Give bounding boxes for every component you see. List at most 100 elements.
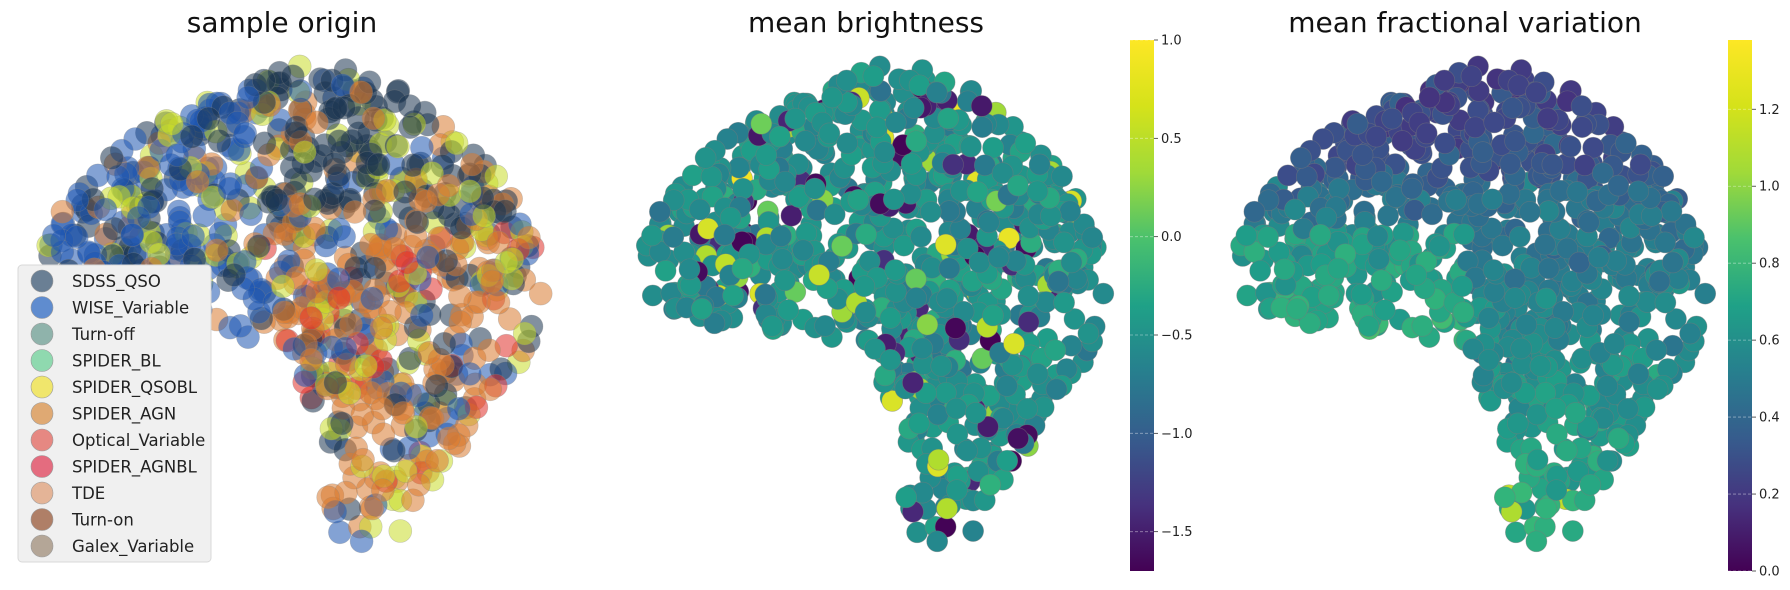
scatter-point <box>93 197 118 222</box>
scatter-point <box>1526 403 1548 426</box>
scatter-point <box>1596 375 1619 397</box>
scatter-point <box>528 281 553 306</box>
scatter-point <box>1515 313 1538 336</box>
scatter-point <box>847 188 870 211</box>
scatter-point <box>905 130 928 153</box>
legend-label: WISE_Variable <box>72 299 189 319</box>
scatter-point <box>902 371 924 394</box>
scatter-point <box>50 199 75 224</box>
scatter-point <box>1618 311 1641 333</box>
scatter-point <box>1405 264 1428 286</box>
colorbar-mean-fractional-variation: 1.2 1.0 0.8 0.6 0.4 0.2 0.0 <box>1728 40 1780 580</box>
scatter-point <box>252 68 276 93</box>
scatter-point <box>1257 226 1279 248</box>
scatter-point <box>65 225 89 249</box>
scatter-point <box>1357 315 1380 337</box>
scatter-point <box>982 136 1004 159</box>
scatter-point <box>1471 141 1494 163</box>
scatter-point <box>818 122 841 145</box>
scatter-point <box>239 202 263 227</box>
scatter-point <box>1615 132 1637 155</box>
scatter-point <box>1545 479 1568 501</box>
scatter-point <box>349 80 374 105</box>
scatter-point <box>386 134 410 159</box>
scatter-point <box>1284 198 1306 221</box>
scatter-point <box>185 169 210 194</box>
scatter-point <box>1016 397 1039 420</box>
scatter-point <box>1026 363 1049 385</box>
scatter-point <box>1573 154 1596 177</box>
legend-label: Turn-off <box>71 325 135 344</box>
scatter-point <box>1679 322 1701 345</box>
scatter-point <box>814 315 836 337</box>
scatter-point <box>1391 130 1414 152</box>
scatter-point <box>359 232 383 257</box>
scatter-point <box>1483 280 1506 303</box>
scatter-point <box>1081 226 1104 249</box>
scatter-point <box>1377 204 1399 227</box>
colorbar-tick-label: 1.2 <box>1759 103 1780 118</box>
scatter-point <box>1627 180 1650 203</box>
scatter-point <box>996 449 1019 472</box>
scatter-point <box>370 478 395 502</box>
scatter-point <box>1295 165 1318 188</box>
scatter-point <box>1607 174 1630 197</box>
scatter-point <box>1582 304 1604 327</box>
legend-label: SDSS_QSO <box>72 272 161 292</box>
scatter-point <box>1007 174 1029 197</box>
scatter-point <box>1481 188 1504 211</box>
scatter-point <box>1503 268 1526 290</box>
scatter-point <box>1534 233 1556 256</box>
scatter-point <box>879 307 902 329</box>
scatter-point <box>330 411 354 436</box>
scatter-point <box>854 301 877 324</box>
scatter-point <box>960 135 982 158</box>
scatter-point <box>299 306 323 330</box>
scatter-point <box>864 338 886 360</box>
scatter-point <box>324 96 349 120</box>
scatter-point <box>354 354 378 378</box>
scatter-point <box>964 402 987 424</box>
scatter-point <box>966 181 989 203</box>
scatter-point <box>1273 258 1296 281</box>
scatter-point <box>823 203 846 226</box>
scatter-point <box>1028 153 1051 176</box>
scatter-point <box>160 112 184 136</box>
scatter-point <box>361 106 386 131</box>
scatter-point <box>1579 473 1602 496</box>
scatter-point <box>228 314 253 338</box>
scatter-point <box>395 250 419 275</box>
scatter-point <box>360 496 385 521</box>
scatter-point <box>436 173 461 198</box>
panel-title-mean-fractional-variation: mean fractional variation <box>1288 6 1642 39</box>
scatter-point <box>991 162 1014 184</box>
scatter-point <box>821 86 843 109</box>
scatter-point <box>938 257 961 280</box>
scatter-point <box>1559 135 1582 158</box>
scatter-point <box>398 115 423 139</box>
scatter-point <box>1546 423 1568 446</box>
scatter-point <box>1434 132 1456 155</box>
panel-mean-fractional-variation: mean fractional variation 1.2 1.0 0.8 0.6 0.… <box>1230 6 1780 580</box>
scatter-point <box>996 375 1018 397</box>
scatter-point <box>1603 332 1626 355</box>
scatter-point <box>884 111 907 134</box>
panel-title-sample-origin: sample origin <box>187 6 377 39</box>
scatter-point <box>936 497 958 520</box>
scatter-point <box>1537 200 1560 222</box>
scatter-point <box>1007 427 1029 450</box>
scatter-point <box>1541 153 1564 176</box>
scatter-point <box>292 140 317 164</box>
colorbar-tick-label: 0.6 <box>1759 334 1780 349</box>
scatter-point <box>448 284 472 309</box>
scatter-point <box>1607 427 1630 450</box>
scatter-point <box>1571 116 1593 138</box>
scatter-point <box>460 152 484 177</box>
scatter-point <box>862 65 885 88</box>
scatter-point <box>688 198 711 221</box>
scatter-point <box>900 152 923 175</box>
scatter-point <box>962 520 984 542</box>
scatter-point <box>835 69 858 92</box>
scatter-points-mean-brightness <box>635 55 1115 553</box>
scatter-point <box>1500 371 1523 394</box>
